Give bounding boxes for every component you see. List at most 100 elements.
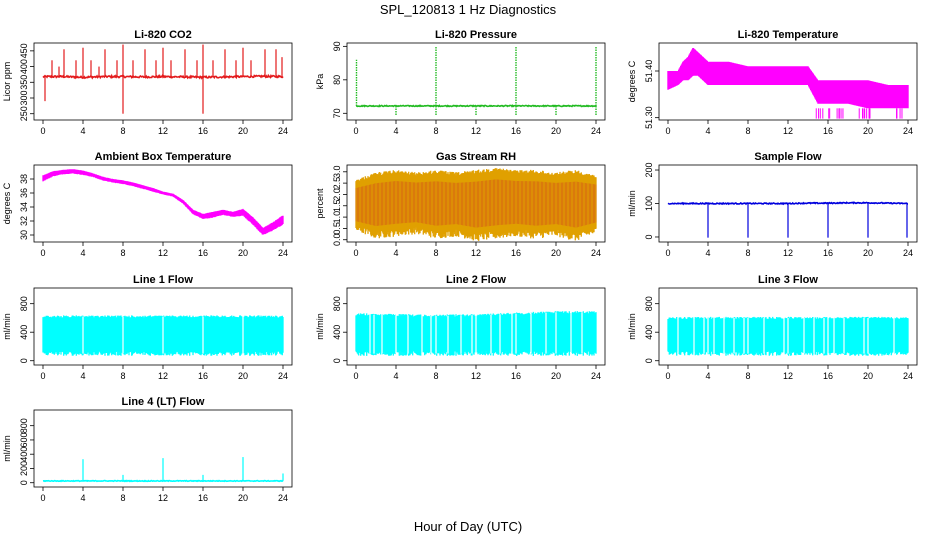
y-tick-label: 0 xyxy=(19,480,29,485)
x-tick-label: 4 xyxy=(393,371,398,381)
x-tick-label: 12 xyxy=(783,371,793,381)
x-tick-label: 20 xyxy=(238,371,248,381)
x-tick-label: 12 xyxy=(783,248,793,258)
x-tick-label: 4 xyxy=(80,248,85,258)
y-tick-label: 36 xyxy=(19,188,29,198)
x-tick-label: 20 xyxy=(551,371,561,381)
y-tick-label: 2.5 xyxy=(332,177,342,190)
y-tick-label: 80 xyxy=(332,75,342,85)
y-tick-label: 250 xyxy=(19,106,29,121)
x-tick-label: 24 xyxy=(278,248,288,258)
y-tick-label: 800 xyxy=(19,296,29,311)
panel-3: Li-820 Temperature degrees C 0 4 8 12 16 20 24 51… xyxy=(627,29,918,136)
x-tick-label: 16 xyxy=(198,248,208,258)
x-tick-label: 8 xyxy=(745,126,750,136)
x-tick-label: 12 xyxy=(158,248,168,258)
y-tick-label: 400 xyxy=(644,325,654,340)
x-tick-label: 24 xyxy=(278,493,288,503)
panel-2: Li-820 Pressure kPa 0 4 8 12 16 20 24 70 80 90 xyxy=(315,29,606,136)
x-tick-label: 12 xyxy=(471,126,481,136)
y-tick-label: 1.5 xyxy=(332,200,342,213)
x-tick-label: 4 xyxy=(705,371,710,381)
x-tick-label: 8 xyxy=(745,248,750,258)
x-tick-label: 16 xyxy=(198,371,208,381)
y-tick-label: 0 xyxy=(644,234,654,239)
x-tick-label: 12 xyxy=(158,126,168,136)
panel-5: Gas Stream RH percent 0 4 8 12 16 20 24 0.00.51.0… xyxy=(315,151,606,258)
y-axis-label: Licor ppm xyxy=(2,62,12,102)
x-tick-label: 8 xyxy=(120,248,125,258)
x-tick-label: 20 xyxy=(551,126,561,136)
x-tick-label: 4 xyxy=(705,248,710,258)
x-tick-label: 24 xyxy=(903,126,913,136)
panel-title: Ambient Box Temperature xyxy=(95,151,232,163)
x-tick-label: 12 xyxy=(783,126,793,136)
y-tick-label: 0.0 xyxy=(332,233,342,246)
panel-title: Line 2 Flow xyxy=(446,274,506,286)
x-tick-label: 16 xyxy=(511,126,521,136)
y-axis-label: ml/min xyxy=(315,313,325,340)
panel-title: Li-820 Pressure xyxy=(435,29,517,41)
y-tick-label: 0.5 xyxy=(332,222,342,235)
panel-4: Ambient Box Temperature degrees C 0 4 8 12 16 2… xyxy=(2,151,293,258)
x-tick-label: 8 xyxy=(120,126,125,136)
x-tick-label: 8 xyxy=(433,248,438,258)
x-tick-label: 0 xyxy=(40,371,45,381)
series-band-core xyxy=(355,179,597,228)
panel-title: Line 4 (LT) Flow xyxy=(122,396,205,408)
x-tick-label: 24 xyxy=(903,248,913,258)
y-axis-label: ml/min xyxy=(627,313,637,340)
x-tick-label: 16 xyxy=(823,371,833,381)
x-tick-label: 20 xyxy=(238,248,248,258)
y-axis-label: percent xyxy=(315,188,325,219)
x-tick-label: 12 xyxy=(158,493,168,503)
y-tick-label: 0 xyxy=(332,358,342,363)
series-band xyxy=(42,169,284,235)
x-tick-label: 8 xyxy=(433,126,438,136)
x-tick-label: 20 xyxy=(863,248,873,258)
y-tick-label: 350 xyxy=(19,75,29,90)
y-tick-label: 600 xyxy=(19,432,29,447)
y-tick-label: 450 xyxy=(19,43,29,58)
x-tick-label: 24 xyxy=(903,371,913,381)
y-tick-label: 400 xyxy=(332,325,342,340)
y-tick-label: 800 xyxy=(332,296,342,311)
x-tick-label: 16 xyxy=(823,126,833,136)
y-tick-label: 38 xyxy=(19,174,29,184)
x-tick-label: 24 xyxy=(591,126,601,136)
x-tick-label: 0 xyxy=(353,371,358,381)
y-tick-label: 51.30 xyxy=(644,106,654,129)
y-axis-label: ml/min xyxy=(627,190,637,217)
y-axis-label: degrees C xyxy=(627,60,637,102)
panel-title: Sample Flow xyxy=(754,151,822,163)
x-tick-label: 24 xyxy=(591,248,601,258)
y-tick-label: 200 xyxy=(644,163,654,178)
x-tick-label: 16 xyxy=(198,126,208,136)
x-tick-label: 24 xyxy=(591,371,601,381)
x-tick-label: 4 xyxy=(393,248,398,258)
x-tick-label: 0 xyxy=(40,493,45,503)
y-tick-label: 100 xyxy=(644,196,654,211)
y-tick-label: 1.0 xyxy=(332,211,342,224)
x-tick-label: 20 xyxy=(863,126,873,136)
x-tick-label: 20 xyxy=(238,493,248,503)
x-tick-label: 4 xyxy=(393,126,398,136)
x-tick-label: 8 xyxy=(433,371,438,381)
y-tick-label: 400 xyxy=(19,59,29,74)
x-tick-label: 0 xyxy=(353,248,358,258)
x-tick-label: 4 xyxy=(80,126,85,136)
x-tick-label: 24 xyxy=(278,371,288,381)
y-tick-label: 300 xyxy=(19,90,29,105)
y-tick-label: 34 xyxy=(19,202,29,212)
x-tick-label: 12 xyxy=(471,248,481,258)
y-tick-label: 51.40 xyxy=(644,60,654,83)
plot-frame xyxy=(33,164,293,243)
y-tick-label: 200 xyxy=(19,461,29,476)
x-tick-label: 8 xyxy=(120,371,125,381)
y-tick-label: 3.0 xyxy=(332,166,342,179)
x-tick-label: 12 xyxy=(158,371,168,381)
panel-title: Line 1 Flow xyxy=(133,274,193,286)
x-tick-label: 16 xyxy=(511,371,521,381)
